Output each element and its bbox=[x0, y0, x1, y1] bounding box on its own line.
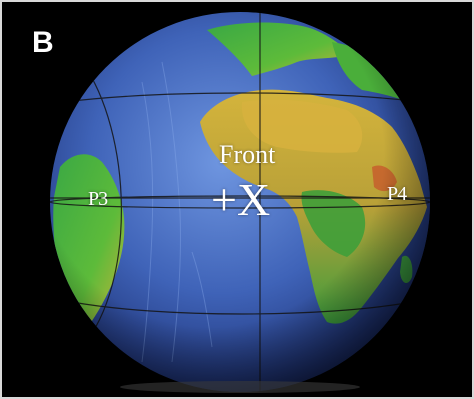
axis-x-label: +X bbox=[211, 176, 270, 224]
panel-letter: B bbox=[32, 28, 54, 58]
globe-rim-glow bbox=[120, 381, 360, 393]
p4-label: P4 bbox=[387, 183, 406, 205]
p3-label: P3 bbox=[88, 188, 107, 210]
front-label: Front bbox=[219, 141, 275, 169]
